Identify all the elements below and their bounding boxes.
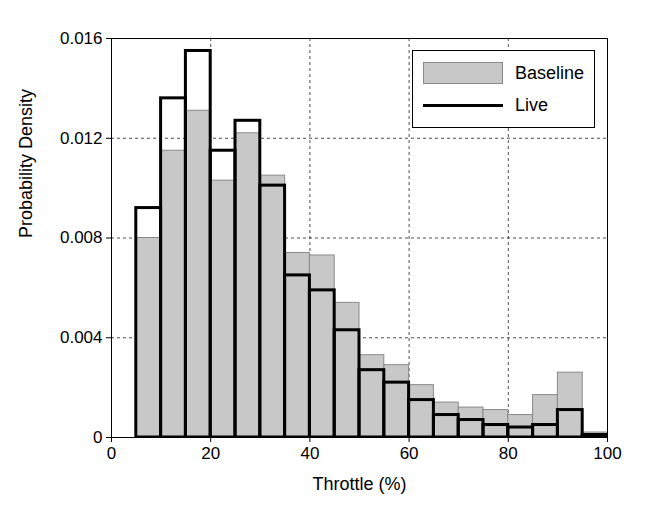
svg-text:0.008: 0.008 — [60, 228, 103, 247]
svg-text:0.004: 0.004 — [60, 328, 103, 347]
svg-text:Probability Density: Probability Density — [16, 89, 36, 238]
html-text:Live: Live — [515, 94, 548, 115]
html-text:Baseline: Baseline — [515, 62, 584, 83]
svg-text:100: 100 — [593, 444, 621, 463]
svg-text:20: 20 — [201, 444, 220, 463]
svg-text:0.012: 0.012 — [60, 129, 103, 148]
svg-text:0: 0 — [93, 428, 102, 447]
svg-text:Throttle (%): Throttle (%) — [312, 474, 406, 494]
svg-text:60: 60 — [400, 444, 419, 463]
svg-text:40: 40 — [300, 444, 319, 463]
svg-text:0.016: 0.016 — [60, 29, 103, 48]
svg-text:0: 0 — [107, 444, 116, 463]
svg-text:80: 80 — [499, 444, 518, 463]
